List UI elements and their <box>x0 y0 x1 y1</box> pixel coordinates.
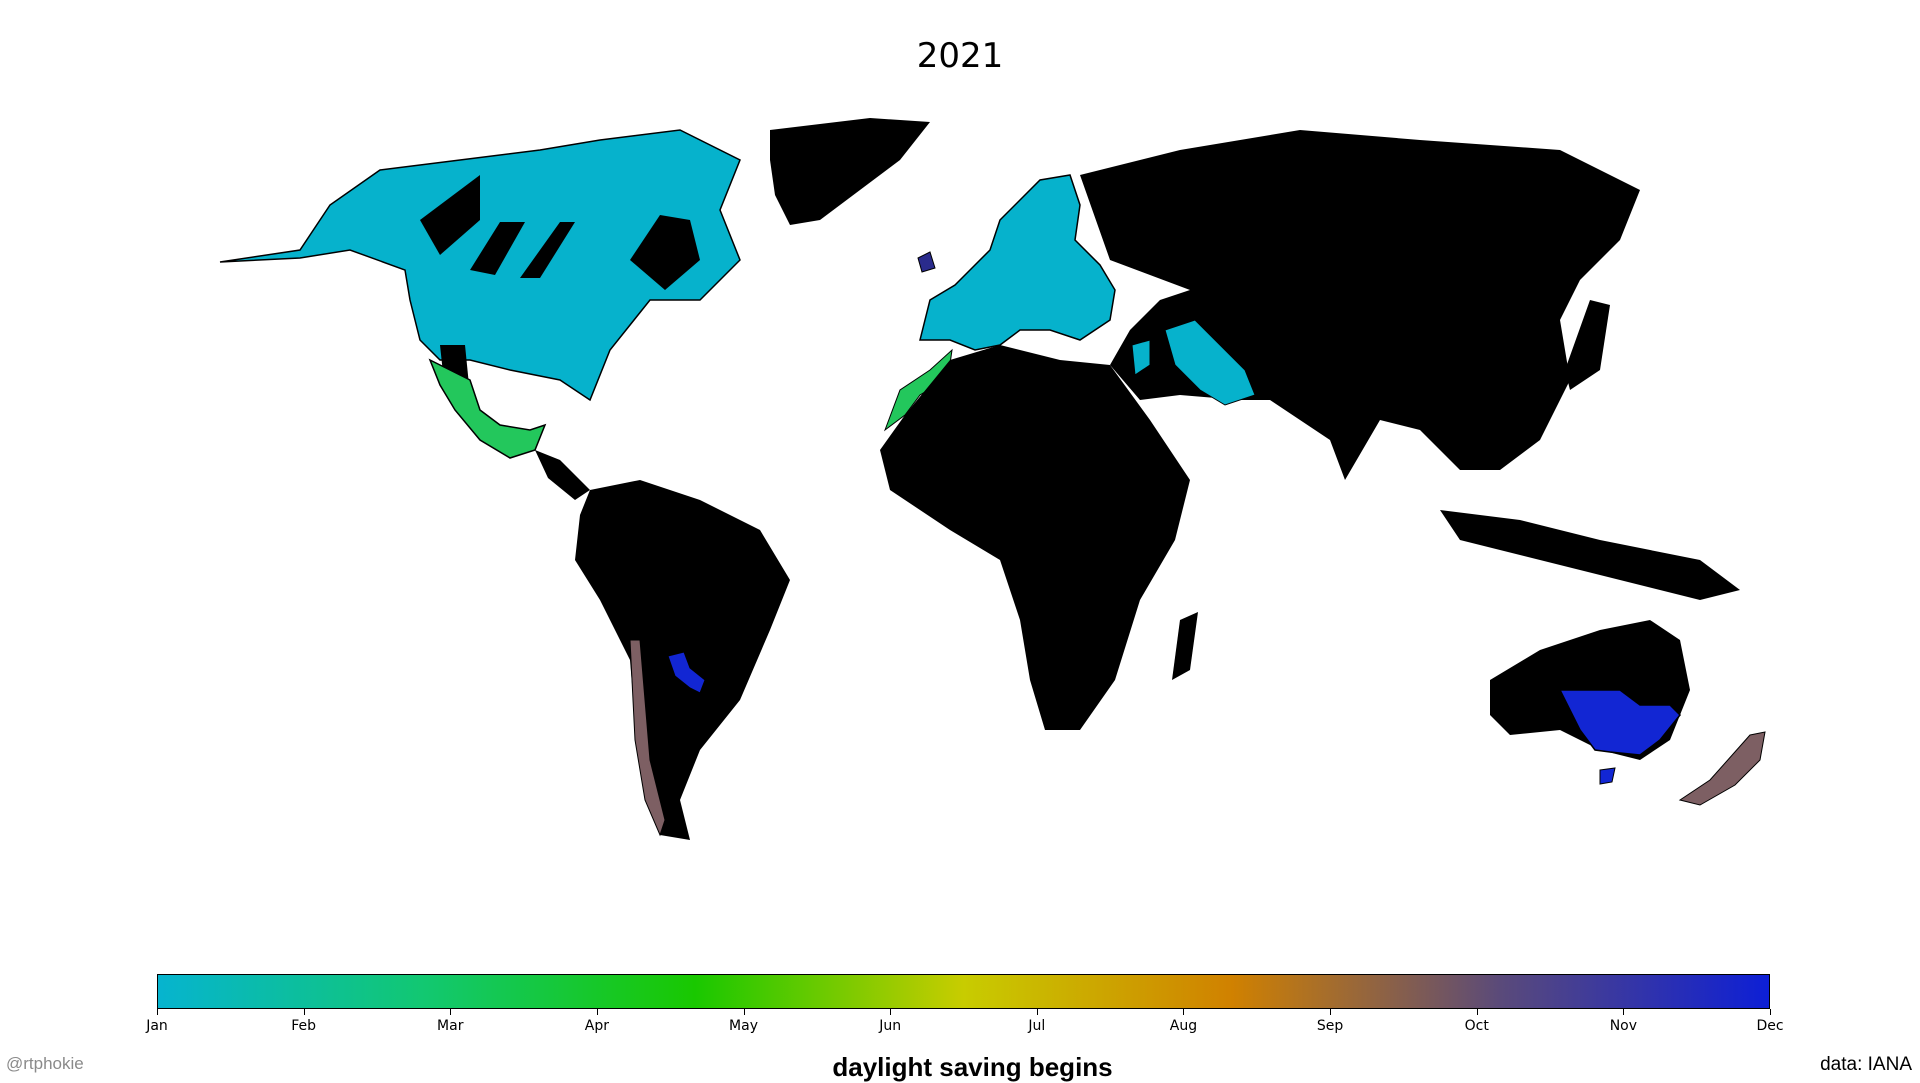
source-text: data: IANA <box>1820 1054 1912 1075</box>
world-map <box>219 118 1766 840</box>
region-greenland <box>770 118 930 225</box>
colorbar-tick <box>1623 1009 1625 1015</box>
colorbar-tick-label: Sep <box>1316 1018 1344 1034</box>
region-canada-nodst-3 <box>520 222 575 278</box>
region-canada-nodst-2 <box>470 222 525 275</box>
colorbar-tick <box>450 1009 452 1015</box>
region-ireland <box>917 251 936 273</box>
region-se-asia-islands <box>1440 510 1740 600</box>
colorbar-tick-label: Feb <box>291 1018 317 1034</box>
colorbar-tick-label: Nov <box>1609 1018 1638 1034</box>
colorbar-tick <box>890 1009 892 1015</box>
colorbar-tick-label: Jul <box>1028 1018 1046 1034</box>
region-central-america <box>535 450 590 500</box>
colorbar-tick <box>596 1009 598 1015</box>
colorbar-tick <box>1330 1009 1332 1015</box>
colorbar-label: daylight saving begins <box>832 1052 1113 1082</box>
region-europe <box>919 174 1116 351</box>
colorbar-tick-label: Jun <box>879 1018 902 1034</box>
region-chile <box>629 639 666 837</box>
colorbar-tick-label: Aug <box>1169 1018 1198 1034</box>
region-japan <box>1565 300 1610 390</box>
colorbar-tick <box>1183 1009 1185 1015</box>
colorbar-tick <box>303 1009 305 1015</box>
region-africa <box>880 345 1190 730</box>
colorbar-tick-label: Oct <box>1464 1018 1489 1034</box>
region-iran <box>1164 319 1256 406</box>
colorbar-tick-label: Mar <box>437 1018 464 1034</box>
region-tasmania <box>1599 767 1616 785</box>
colorbar-tick-label: May <box>729 1018 759 1034</box>
credit-text: @rtphokie <box>6 1054 84 1073</box>
region-levant <box>1131 339 1151 376</box>
colorbar-tick-label: Jan <box>146 1018 168 1034</box>
region-madagascar <box>1172 612 1198 680</box>
region-mexico <box>428 358 547 459</box>
colorbar-tick <box>157 1009 158 1015</box>
region-se-australia <box>1558 689 1682 756</box>
region-canada-nodst-1 <box>420 175 480 255</box>
map-title: 2021 <box>916 36 1004 76</box>
colorbar-tick-label: Apr <box>584 1018 610 1034</box>
region-asia <box>1080 130 1640 480</box>
colorbar-tick <box>1036 1009 1038 1015</box>
region-new-zealand <box>1678 731 1766 806</box>
region-paraguay <box>667 651 706 694</box>
region-quebec-labrador <box>630 215 700 290</box>
colorbar <box>157 974 1770 1009</box>
colorbar-tick-label: Dec <box>1756 1018 1784 1034</box>
colorbar-tick <box>1476 1009 1478 1015</box>
colorbar-tick <box>743 1009 745 1015</box>
colorbar-tick <box>1770 1009 1771 1015</box>
